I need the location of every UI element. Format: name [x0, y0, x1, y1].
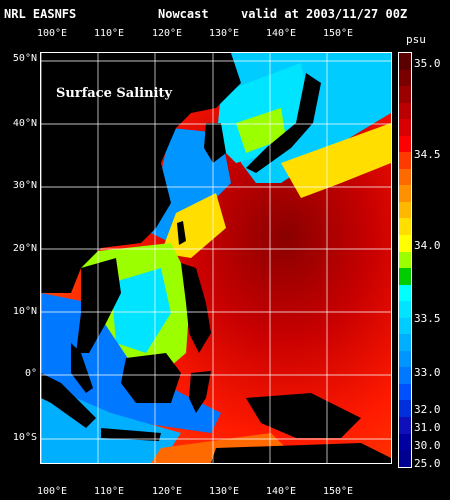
lon-label-top-130: 130°E [208, 28, 240, 39]
sulawesi [189, 371, 211, 413]
header-product: Nowcast [158, 7, 209, 21]
lon-label-top-150: 150°E [322, 28, 354, 39]
sumatra [41, 373, 96, 428]
map-title: Surface Salinity [56, 86, 173, 101]
lat-label-10s: 10°S [12, 432, 37, 443]
colorbar-swatch [399, 450, 411, 467]
lat-label-30n: 30°N [12, 180, 37, 191]
colorbar-label-30-0: 30.0 [414, 439, 441, 452]
colorbar-swatch [399, 135, 411, 153]
colorbar-swatch [399, 119, 411, 136]
lon-label-bottom-150: 150°E [322, 486, 354, 497]
malay-peninsula [71, 343, 93, 393]
colorbar-swatch [399, 417, 411, 434]
colorbar-unit: psu [406, 33, 426, 46]
colorbar-label-25-0: 25.0 [414, 457, 441, 470]
lat-label-50n: 50°N [12, 53, 37, 64]
sea-of-japan [216, 63, 311, 163]
borneo [121, 353, 181, 403]
java [101, 428, 161, 441]
lon-label-top-140: 140°E [265, 28, 297, 39]
colorbar-swatch [399, 69, 411, 87]
colorbar-swatch [399, 251, 411, 269]
salinity-map: Surface Salinity [40, 52, 392, 464]
colorbar-swatch [399, 218, 411, 236]
north-pacific-mid [281, 123, 391, 198]
colorbar-swatch [399, 268, 411, 285]
lon-label-top-110: 110°E [93, 28, 125, 39]
colorbar-swatch [399, 334, 411, 351]
philippines [181, 263, 211, 353]
colorbar-swatch [399, 301, 411, 318]
colorbar-swatch [399, 168, 411, 186]
header-valid: valid at 2003/11/27 00Z [241, 7, 408, 21]
colorbar-label-34-0: 34.0 [414, 239, 441, 252]
colorbar-swatch [399, 350, 411, 368]
lon-label-bottom-100: 100°E [36, 486, 68, 497]
colorbar-label-35-0: 35.0 [414, 57, 441, 70]
colorbar-label-31-0: 31.0 [414, 421, 441, 434]
colorbar-label-32-0: 32.0 [414, 403, 441, 416]
lon-label-top-100: 100°E [36, 28, 68, 39]
lon-label-bottom-120: 120°E [151, 486, 183, 497]
colorbar-swatch [399, 367, 411, 384]
australia [211, 443, 391, 463]
colorbar-swatch [399, 383, 411, 401]
korea [204, 123, 226, 163]
colorbar-swatch [399, 433, 411, 451]
colorbar-label-34-5: 34.5 [414, 148, 441, 161]
colorbar-swatch [399, 152, 411, 169]
lon-label-bottom-130: 130°E [208, 486, 240, 497]
header-source: NRL EASNFS [4, 7, 77, 21]
east-china-sea [161, 193, 226, 258]
indochina [76, 258, 121, 353]
asia-mainland [41, 53, 241, 293]
taiwan [177, 221, 186, 245]
colorbar-swatch [399, 185, 411, 202]
south-china-sea-inner [111, 268, 171, 353]
colorbar-swatch [399, 86, 411, 103]
lat-label-40n: 40°N [12, 118, 37, 129]
colorbar-swatch [399, 317, 411, 335]
lat-lon-grid [41, 53, 391, 463]
lon-label-top-120: 120°E [151, 28, 183, 39]
colorbar-swatch [399, 235, 411, 252]
lat-label-10n: 10°N [12, 306, 37, 317]
colorbar-label-33-5: 33.5 [414, 312, 441, 325]
new-guinea [246, 393, 361, 438]
lon-label-bottom-110: 110°E [93, 486, 125, 497]
colorbar-swatch [399, 400, 411, 418]
lat-label-20n: 20°N [12, 243, 37, 254]
lon-label-bottom-140: 140°E [265, 486, 297, 497]
colorbar-swatch [399, 102, 411, 120]
colorbar-swatch [399, 284, 411, 302]
japan [246, 73, 321, 173]
colorbar [398, 52, 412, 468]
colorbar-swatch [399, 53, 411, 70]
colorbar-label-33-0: 33.0 [414, 366, 441, 379]
colorbar-swatch [399, 201, 411, 219]
lat-label-0: 0° [24, 368, 37, 379]
